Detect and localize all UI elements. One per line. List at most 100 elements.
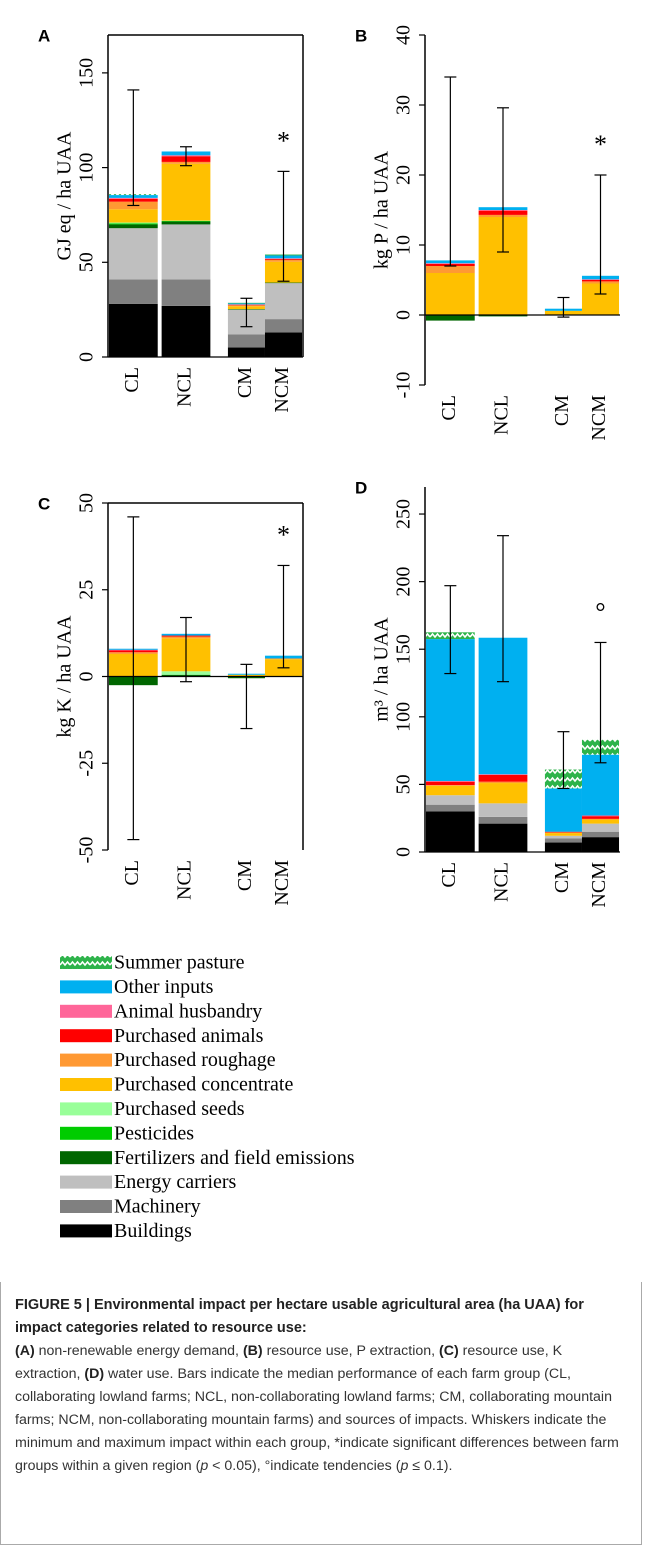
legend-label: Purchased roughage xyxy=(114,1049,276,1071)
y-tick-label: 100 xyxy=(393,702,415,732)
bar-segment xyxy=(108,224,158,229)
y-tick-label: -25 xyxy=(76,750,98,777)
caption-text: (D) xyxy=(84,1366,105,1382)
caption-text: (C) xyxy=(439,1343,459,1359)
y-tick-label: 30 xyxy=(393,95,415,115)
bar-segment xyxy=(544,832,582,834)
x-tick-label: CL xyxy=(121,860,143,886)
x-tick-label: CM xyxy=(551,395,573,426)
legend-swatch xyxy=(60,1151,112,1165)
legend-label: Purchased concentrate xyxy=(114,1074,293,1096)
annotation: * xyxy=(277,126,290,155)
legend-swatch xyxy=(60,980,112,994)
bar-segment xyxy=(108,279,158,304)
legend-swatch xyxy=(60,1175,112,1189)
legend-swatch xyxy=(60,1029,112,1043)
legend-swatch xyxy=(60,1004,112,1018)
legend-label: Buildings xyxy=(114,1220,192,1242)
x-tick-label: NCL xyxy=(491,395,513,435)
y-tick-label: 0 xyxy=(393,310,415,320)
legend-label: Summer pasture xyxy=(114,952,245,974)
legend-swatch xyxy=(60,1126,112,1140)
caption-text: ≤ 0.1). xyxy=(408,1458,453,1474)
legend-label: Other inputs xyxy=(114,976,214,998)
y-tick-label: 50 xyxy=(76,493,98,513)
bar-segment xyxy=(544,788,582,832)
y-tick-label: 50 xyxy=(76,252,98,272)
caption: FIGURE 5 | Environmental impact per hect… xyxy=(0,1282,642,1545)
annotation: * xyxy=(594,130,607,159)
bar-segment xyxy=(108,228,158,280)
bar-segment xyxy=(425,804,475,812)
y-tick-label: 200 xyxy=(393,567,415,597)
annotation: ° xyxy=(595,597,605,626)
bar-segment xyxy=(264,282,303,284)
y-tick-label: 25 xyxy=(76,580,98,600)
bar-segment xyxy=(544,842,582,852)
bar-segment xyxy=(478,774,528,775)
panel-label: B xyxy=(355,26,367,45)
bar-segment xyxy=(161,221,211,222)
bar-segment xyxy=(581,831,620,838)
bar-segment xyxy=(581,818,620,820)
bar-segment xyxy=(227,347,265,357)
bar-segment xyxy=(425,781,475,782)
panel-label: D xyxy=(355,478,367,497)
bar-segment xyxy=(425,795,475,805)
bar-segment xyxy=(581,815,620,817)
x-tick-label: CL xyxy=(121,367,143,393)
bar-segment xyxy=(161,224,211,280)
bar-segment xyxy=(478,803,528,817)
y-tick-label: -10 xyxy=(393,372,415,399)
bar-segment xyxy=(425,315,475,321)
bar-segment xyxy=(108,303,158,357)
legend-label: Energy carriers xyxy=(114,1171,237,1193)
bar-segment xyxy=(581,837,620,852)
bar-segment xyxy=(478,774,528,782)
y-axis-label: GJ eq / ha UAA xyxy=(54,131,76,260)
bar-segment xyxy=(161,279,211,306)
annotation: * xyxy=(277,520,290,549)
y-tick-label: 10 xyxy=(393,235,415,255)
bar-segment xyxy=(544,831,582,833)
bar-segment xyxy=(161,221,211,225)
panel-label: C xyxy=(38,494,50,513)
y-tick-label: 0 xyxy=(393,847,415,857)
bar-segment xyxy=(478,823,528,852)
bar-segment xyxy=(425,811,475,852)
bar-segment xyxy=(108,222,158,224)
legend-swatch xyxy=(60,956,112,969)
bar-segment xyxy=(544,838,582,843)
x-tick-label: CL xyxy=(438,862,460,888)
bar-segment xyxy=(581,754,620,816)
bar-segment xyxy=(425,785,475,796)
legend-label: Machinery xyxy=(114,1196,201,1218)
legend-label: Purchased animals xyxy=(114,1025,264,1047)
caption-text: resource use, P extraction, xyxy=(262,1343,440,1359)
y-axis-label: kg P / ha UAA xyxy=(371,150,393,269)
bar-segment xyxy=(264,332,303,357)
bar-segment xyxy=(478,315,528,317)
x-tick-label: CM xyxy=(551,862,573,893)
bar-segment xyxy=(425,781,475,786)
legend-label: Animal husbandry xyxy=(114,1000,262,1022)
y-axis-label: m³ / ha UAA xyxy=(371,617,393,722)
caption-text: (B) xyxy=(242,1343,263,1359)
y-tick-label: 100 xyxy=(76,153,98,183)
y-tick-label: 20 xyxy=(393,165,415,185)
y-tick-label: 0 xyxy=(76,672,98,682)
caption-text: (A) xyxy=(15,1343,35,1359)
bar-segment xyxy=(425,273,475,315)
caption-body: (A) non-renewable energy demand, (B) res… xyxy=(15,1340,627,1478)
bar-segment xyxy=(581,819,620,824)
y-axis-label: kg K / ha UAA xyxy=(54,615,76,738)
bar-segment xyxy=(108,223,158,225)
bar-segment xyxy=(478,781,528,784)
bar-segment xyxy=(478,783,528,804)
y-tick-label: 0 xyxy=(76,352,98,362)
bar-segment xyxy=(108,209,158,223)
y-tick-label: 150 xyxy=(76,58,98,88)
y-tick-label: 250 xyxy=(393,499,415,529)
legend-label: Fertilizers and field emissions xyxy=(114,1147,355,1169)
